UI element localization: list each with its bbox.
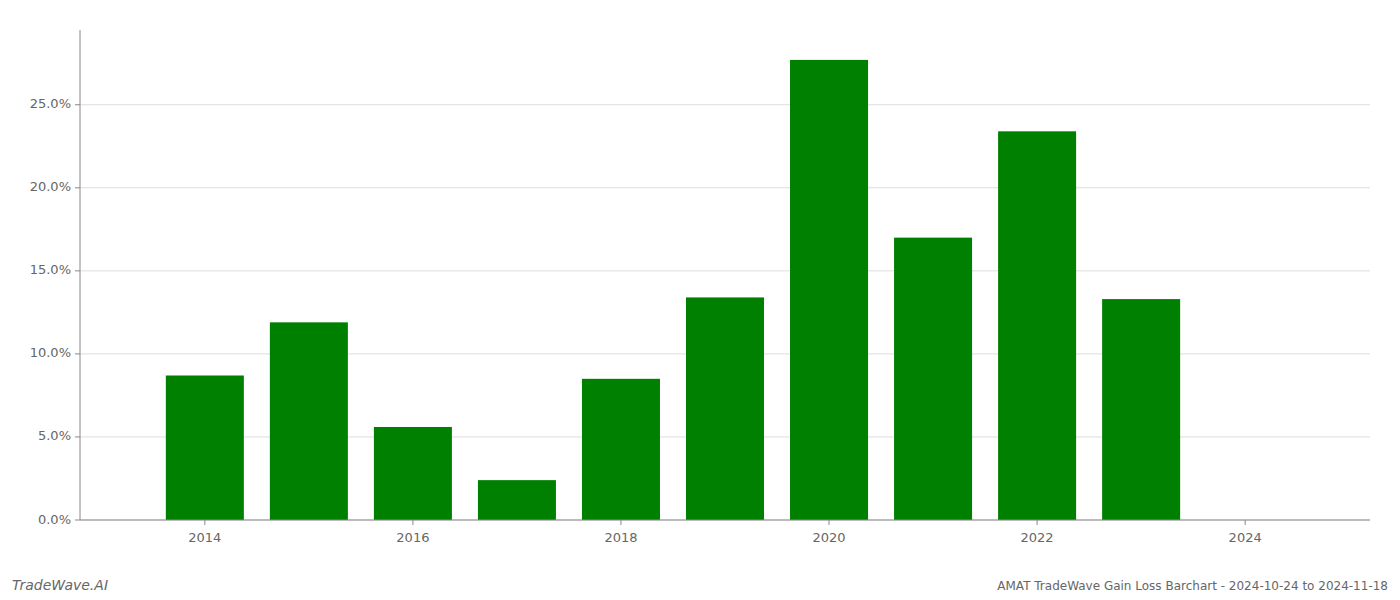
x-tick-label: 2016 xyxy=(396,530,429,545)
y-tick xyxy=(75,270,80,271)
bar xyxy=(1102,299,1180,520)
chart: 0.0% 5.0% 10.0% 15.0% 20.0% 25.0% 2014 2016 2018… xyxy=(0,0,1400,600)
bar xyxy=(582,379,660,520)
watermark: TradeWave.AI xyxy=(12,577,108,593)
y-tick-label: 0.0% xyxy=(38,512,71,527)
y-tick xyxy=(75,353,80,354)
grid xyxy=(80,105,1370,520)
grid-line xyxy=(80,520,1370,521)
x-tick xyxy=(1037,520,1038,525)
y-tick-label: 5.0% xyxy=(38,428,71,443)
y-tick-label: 10.0% xyxy=(30,345,71,360)
y-tick xyxy=(75,520,80,521)
grid-line xyxy=(80,187,1370,188)
y-tick xyxy=(75,187,80,188)
bar xyxy=(478,480,556,520)
bar xyxy=(790,60,868,520)
x-tick xyxy=(829,520,830,525)
y-tick-label: 20.0% xyxy=(30,179,71,194)
y-tick xyxy=(75,104,80,105)
bar xyxy=(686,297,764,520)
x-tick xyxy=(204,520,205,525)
x-tick-label: 2024 xyxy=(1229,530,1262,545)
bar xyxy=(270,322,348,520)
x-axis: 2014 2016 2018 2020 2022 2024 xyxy=(188,520,1261,545)
y-axis-line xyxy=(80,30,81,520)
bar xyxy=(894,238,972,520)
x-tick xyxy=(412,520,413,525)
y-axis: 0.0% 5.0% 10.0% 15.0% 20.0% 25.0% xyxy=(30,96,80,526)
y-tick xyxy=(75,436,80,437)
x-tick xyxy=(1245,520,1246,525)
x-axis-line xyxy=(80,520,1370,521)
x-tick-label: 2018 xyxy=(604,530,637,545)
grid-line xyxy=(80,104,1370,105)
bar xyxy=(374,427,452,520)
bar xyxy=(166,375,244,520)
bars xyxy=(166,60,1180,520)
x-tick xyxy=(620,520,621,525)
grid-line xyxy=(80,270,1370,271)
bar xyxy=(998,131,1076,520)
x-tick-label: 2020 xyxy=(812,530,845,545)
x-tick-label: 2014 xyxy=(188,530,221,545)
x-tick-label: 2022 xyxy=(1021,530,1054,545)
y-tick-label: 15.0% xyxy=(30,262,71,277)
y-tick-label: 25.0% xyxy=(30,96,71,111)
title: AMAT TradeWave Gain Loss Barchart - 2024… xyxy=(997,579,1388,593)
